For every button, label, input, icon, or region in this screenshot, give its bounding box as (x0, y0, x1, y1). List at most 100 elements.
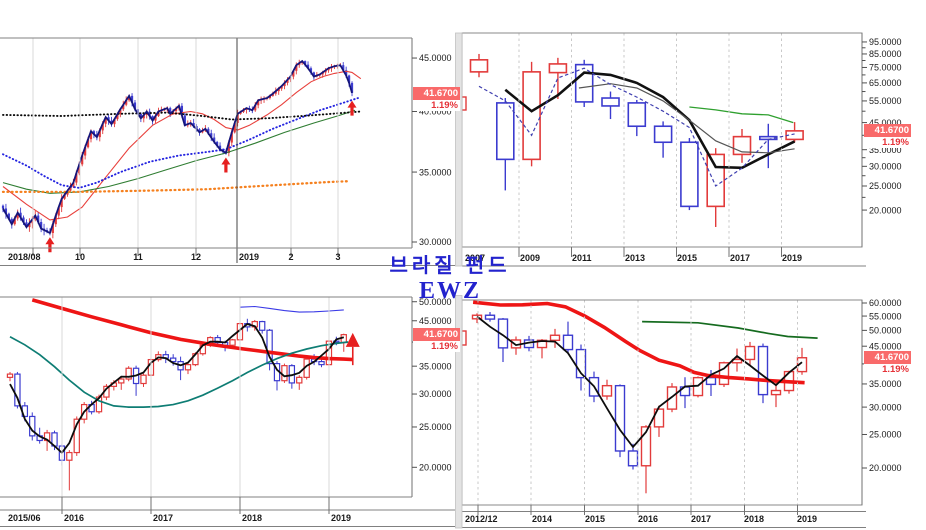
ma-red-thick (31, 298, 354, 362)
last-price: 41.6700 (864, 351, 911, 364)
y-tick-label: 30.0000 (869, 162, 902, 172)
candle-body (16, 212, 19, 219)
ma-blue-dashed (478, 67, 795, 187)
candle-body (342, 65, 345, 71)
candle-body (118, 378, 125, 384)
candle-body (151, 116, 154, 121)
x-tick-label: 2015 (585, 514, 605, 524)
y-tick-label: 30.0000 (419, 237, 452, 247)
chart-monthly: 50.0000 45.0000 35.0000 30.0000 25.0000 20.00… (0, 296, 455, 527)
candle-body (133, 102, 137, 110)
y-tick-label: 45.0000 (419, 316, 452, 326)
chart-panel-yearly[interactable] (462, 33, 862, 247)
y-tick-label: 85.0000 (869, 49, 902, 59)
x-tick-label: 2019 (797, 514, 817, 524)
y-tick-label: 25.0000 (419, 422, 452, 432)
change-percent: 1.19% (864, 137, 911, 148)
y-tick-label: 25.0000 (869, 430, 902, 440)
last-price: 41.6700 (413, 87, 460, 100)
candle-body (549, 334, 561, 342)
candle-body (198, 129, 201, 133)
candle-body (257, 100, 260, 106)
y-tick-label: 55.0000 (869, 311, 902, 321)
y-tick-label: 60.0000 (869, 298, 902, 308)
candle-body (469, 59, 489, 73)
candle-body (229, 339, 236, 346)
y-tick-label: 20.0000 (419, 463, 452, 473)
candle-body (63, 194, 66, 199)
candle-body (7, 213, 10, 219)
chart-panel-quarterly[interactable] (462, 300, 862, 505)
candle-body (183, 115, 186, 126)
candle-body (101, 123, 104, 131)
x-tick-label: 2015/06 (8, 513, 41, 523)
ma-teal (9, 335, 349, 408)
candle-body (718, 362, 730, 386)
candle-body (148, 111, 151, 117)
x-tick-label: 2019 (239, 252, 259, 262)
candle-body (60, 198, 63, 208)
candle-body (69, 186, 72, 191)
candle-body (84, 147, 87, 156)
chart-daily: 45.0000 40.0000 35.0000 30.0000 2018/08 10 11 1… (0, 37, 455, 266)
candle-body (640, 426, 652, 467)
candle-body (142, 114, 145, 119)
y-tick-label: 35.0000 (869, 379, 902, 389)
y-tick-label: 45.0000 (869, 118, 902, 128)
x-tick-label: 2013 (625, 253, 645, 263)
y-tick-label: 50.0000 (419, 297, 452, 307)
candle-body (113, 119, 116, 125)
price-line (476, 315, 803, 449)
y-tick-label: 95.0000 (869, 37, 902, 47)
candle-body (6, 373, 14, 378)
candle-body (169, 357, 177, 363)
title-ticker: EWZ (418, 278, 481, 304)
up-triangle-marker (345, 332, 360, 347)
candle-body (347, 75, 351, 83)
y-tick-label: 35.0000 (869, 145, 902, 155)
y-tick-label: 35.0000 (419, 167, 452, 177)
chart-panel-daily[interactable] (0, 38, 412, 248)
chart-panel-monthly[interactable] (0, 297, 412, 497)
candle-body (98, 130, 101, 138)
candle-body (289, 76, 292, 80)
candle-body (296, 376, 303, 384)
splitter-bottom[interactable] (455, 295, 463, 529)
up-arrow-marker (221, 157, 231, 173)
chart-quarterly: 60.0000 55.0000 50.0000 45.0000 35.0000 30.00… (461, 298, 902, 528)
x-tick-label: 11 (133, 252, 143, 262)
y-tick-label: 20.0000 (869, 463, 902, 473)
ma-green (2, 109, 356, 194)
candle-body (548, 63, 568, 74)
x-tick-label: 2014 (532, 514, 552, 524)
change-percent: 1.19% (413, 341, 460, 352)
candle-body (107, 117, 110, 121)
candle-body (216, 141, 219, 146)
x-tick-label: 2016 (638, 514, 658, 524)
candle-body (306, 64, 310, 69)
candle-body (258, 320, 266, 331)
candle-body (266, 329, 273, 365)
splitter-top[interactable] (455, 32, 463, 267)
candle-body (680, 141, 699, 208)
candle-body (309, 68, 313, 73)
ma-black-thick (504, 71, 796, 170)
candle-body (283, 82, 286, 87)
candle-body (280, 86, 283, 89)
candle-body (22, 217, 25, 223)
ma-gray (578, 83, 795, 154)
candle-body (192, 122, 195, 127)
candle-body (484, 314, 496, 320)
last-price: 41.6700 (413, 328, 460, 341)
candle-body (350, 82, 354, 93)
change-percent: 1.19% (864, 364, 911, 375)
x-tick-label: 2017 (153, 513, 173, 523)
candle-body (130, 95, 134, 103)
candle-body (122, 104, 125, 110)
candle-body (770, 389, 782, 396)
x-tick-label: 2017 (730, 253, 750, 263)
x-tick-label: 2019 (782, 253, 802, 263)
candle-body (125, 367, 132, 380)
x-tick-label: 2016 (64, 513, 84, 523)
